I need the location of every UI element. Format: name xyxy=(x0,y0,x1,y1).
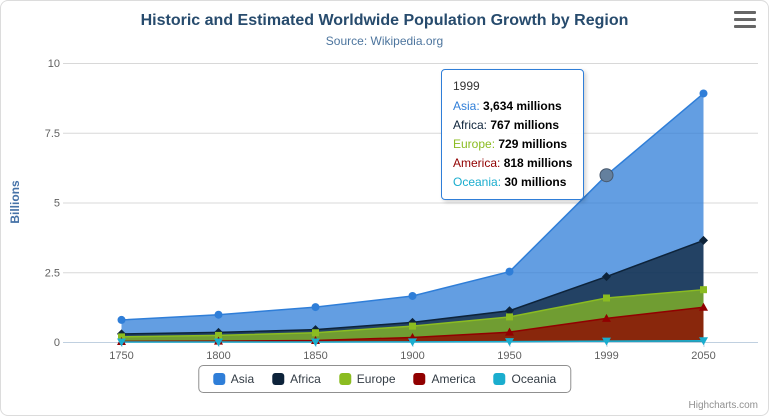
legend: Asia Africa Europe America Oceania xyxy=(197,365,572,393)
hamburger-icon xyxy=(734,25,756,28)
x-axis-tick-label: 1999 xyxy=(594,350,618,362)
legend-label: Europe xyxy=(356,372,396,386)
highcharts-credits-link[interactable]: Highcharts.com xyxy=(688,400,758,411)
marker-america[interactable] xyxy=(602,313,611,322)
x-axis-tick-label: 1800 xyxy=(206,350,230,362)
x-axis-tick-label: 1950 xyxy=(497,350,521,362)
marker-asia[interactable] xyxy=(214,310,223,319)
tooltip-series-value: 729 millions xyxy=(498,137,568,151)
tooltip-row-europe: Europe: 729 millions xyxy=(453,135,572,154)
legend-label: Oceania xyxy=(511,372,557,386)
legend-item-europe[interactable]: Europe xyxy=(338,372,396,386)
tooltip-series-value: 30 millions xyxy=(504,175,567,189)
marker-oceania[interactable] xyxy=(408,338,417,347)
legend-item-oceania[interactable]: Oceania xyxy=(493,372,557,386)
y-axis-tick-label: 7.5 xyxy=(45,128,60,140)
marker-asia[interactable] xyxy=(505,267,514,276)
tooltip-series-name: Europe: xyxy=(453,137,499,151)
tooltip-series-name: Oceania: xyxy=(453,175,505,189)
tooltip-header: 1999 xyxy=(453,79,480,93)
marker-oceania[interactable] xyxy=(505,338,514,347)
y-axis-tick-label: 0 xyxy=(54,337,60,349)
legend-item-asia[interactable]: Asia xyxy=(212,372,255,386)
x-axis-tick-label: 1900 xyxy=(400,350,424,362)
legend-swatch-icon xyxy=(413,373,426,385)
hamburger-icon xyxy=(734,18,756,21)
tooltip-series-name: Asia: xyxy=(453,99,484,113)
tooltip-series-value: 3,634 millions xyxy=(483,99,562,113)
marker-oceania[interactable] xyxy=(699,337,708,346)
context-menu-button[interactable] xyxy=(734,11,756,28)
marker-america[interactable] xyxy=(699,302,708,311)
legend-item-africa[interactable]: Africa xyxy=(272,372,321,386)
marker-oceania[interactable] xyxy=(602,337,611,346)
marker-europe[interactable] xyxy=(700,286,707,294)
x-axis-tick-label: 2050 xyxy=(691,350,715,362)
tooltip-row-america: America: 818 millions xyxy=(453,154,572,173)
tooltip-row-africa: Africa: 767 millions xyxy=(453,116,572,135)
marker-europe[interactable] xyxy=(215,331,222,339)
tooltip: 1999 Asia: 3,634 millions Africa: 767 mil… xyxy=(441,69,585,200)
marker-oceania[interactable] xyxy=(214,338,223,347)
tooltip-series-name: America: xyxy=(453,156,504,170)
marker-europe[interactable] xyxy=(118,333,125,341)
legend-swatch-icon xyxy=(493,373,506,385)
chart-title: Historic and Estimated Worldwide Populat… xyxy=(140,12,629,29)
y-axis-tick-label: 10 xyxy=(48,58,60,70)
hamburger-icon xyxy=(734,11,756,14)
area-asia[interactable] xyxy=(121,93,704,342)
marker-america[interactable] xyxy=(505,327,514,336)
marker-europe[interactable] xyxy=(409,322,416,330)
y-axis-tick-label: 2.5 xyxy=(45,267,60,279)
legend-swatch-icon xyxy=(338,373,351,385)
marker-europe[interactable] xyxy=(603,294,610,302)
marker-asia[interactable] xyxy=(408,291,417,300)
tooltip-series-value: 767 millions xyxy=(490,118,560,132)
legend-swatch-icon xyxy=(272,373,285,385)
legend-label: Africa xyxy=(290,372,321,386)
legend-label: Asia xyxy=(230,372,255,386)
tooltip-row-asia: Asia: 3,634 millions xyxy=(453,97,572,116)
marker-asia[interactable] xyxy=(311,303,320,312)
marker-oceania[interactable] xyxy=(117,338,126,347)
marker-europe[interactable] xyxy=(506,313,513,321)
marker-asia[interactable] xyxy=(699,89,708,98)
tooltip-series-value: 818 millions xyxy=(503,156,573,170)
chart-subtitle: Source: Wikipedia.org xyxy=(325,34,444,48)
area-america[interactable] xyxy=(121,307,704,342)
marker-europe[interactable] xyxy=(312,329,319,337)
tooltip-series-name: Africa: xyxy=(453,118,491,132)
hovered-point[interactable] xyxy=(599,168,614,183)
legend-item-america[interactable]: America xyxy=(413,372,476,386)
marker-africa[interactable] xyxy=(602,272,611,282)
y-axis-tick-label: 5 xyxy=(54,198,60,210)
marker-oceania[interactable] xyxy=(311,338,320,347)
x-axis-tick-label: 1750 xyxy=(109,350,133,362)
marker-asia[interactable] xyxy=(117,315,126,324)
marker-africa[interactable] xyxy=(505,306,514,316)
legend-swatch-icon xyxy=(212,373,225,385)
x-axis-tick-label: 1850 xyxy=(303,350,327,362)
marker-africa[interactable] xyxy=(699,235,708,245)
tooltip-row-oceania: Oceania: 30 millions xyxy=(453,173,572,192)
legend-label: America xyxy=(431,372,476,386)
